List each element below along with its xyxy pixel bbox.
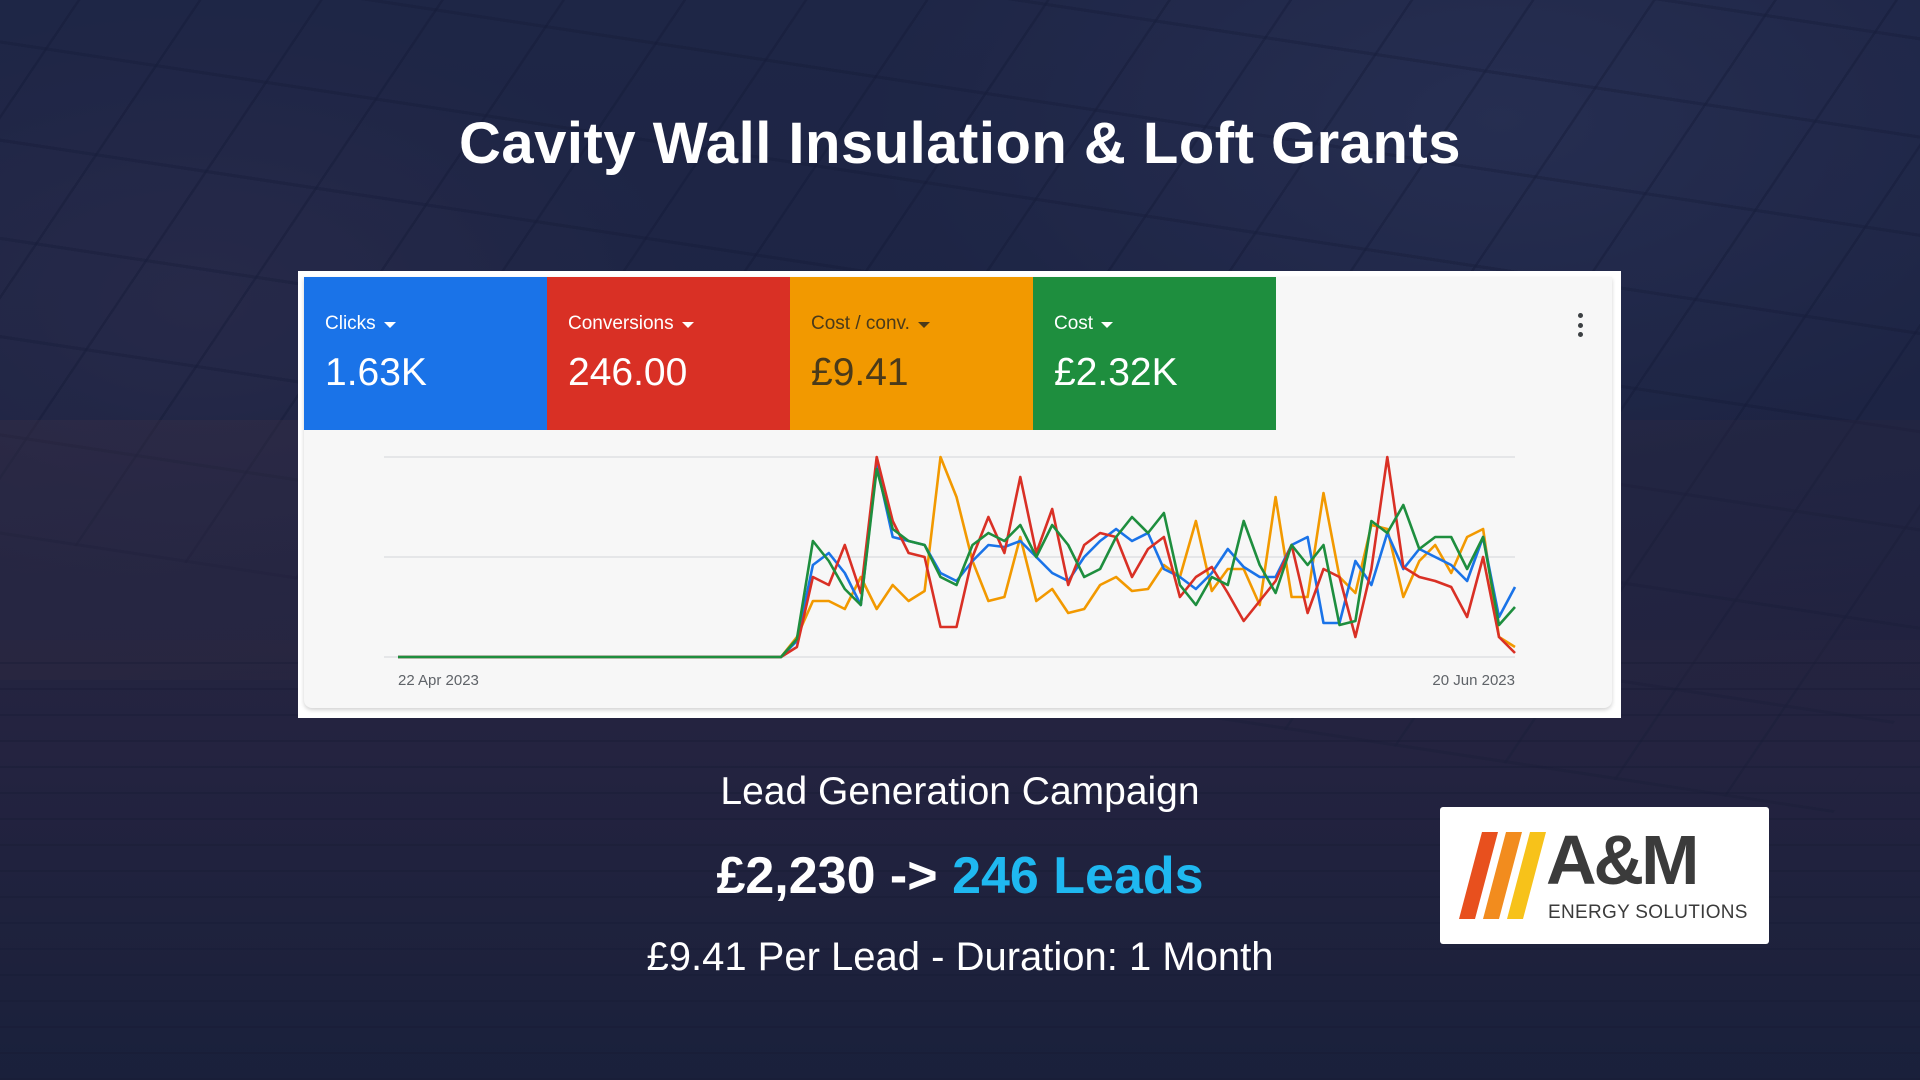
ads-dashboard-screenshot: Clicks 1.63K Conversions 246.00 Cost / c…	[298, 271, 1621, 718]
dropdown-caret-icon	[681, 322, 694, 328]
logo-tagline: ENERGY SOLUTIONS	[1548, 902, 1748, 923]
metric-label: Cost	[1054, 313, 1114, 335]
metric-tile-cost[interactable]: Cost £2.32K	[1033, 277, 1276, 430]
performance-card: Clicks 1.63K Conversions 246.00 Cost / c…	[304, 277, 1612, 708]
more-options-icon[interactable]	[1570, 313, 1590, 337]
series-line-cost	[398, 467, 1516, 659]
company-logo: A&M ENERGY SOLUTIONS	[1440, 807, 1769, 944]
logo-wordmark: A&M	[1546, 821, 1699, 899]
cost-per-lead-detail: £9.41 Per Lead - Duration: 1 Month	[646, 935, 1274, 979]
metric-tile-clicks[interactable]: Clicks 1.63K	[304, 277, 547, 430]
page-title: Cavity Wall Insulation & Loft Grants	[459, 111, 1461, 176]
metric-value: £2.32K	[1054, 351, 1178, 394]
result-headline: £2,230 -> 246 Leads	[0, 846, 1920, 906]
metric-tile-cost-per-conversion[interactable]: Cost / conv. £9.41	[790, 277, 1033, 430]
chart-series	[398, 455, 1517, 659]
x-axis-start-label: 22 Apr 2023	[398, 672, 479, 689]
metric-value: 1.63K	[325, 351, 427, 394]
metric-value: 246.00	[568, 351, 688, 394]
campaign-type: Lead Generation Campaign	[720, 770, 1200, 813]
dropdown-caret-icon	[1101, 322, 1114, 328]
line-chart: 22 Apr 2023 20 Jun 2023	[384, 455, 1517, 689]
logo-stripes-icon	[1459, 832, 1546, 919]
metric-label: Conversions	[568, 313, 694, 335]
dropdown-caret-icon	[917, 322, 930, 328]
metric-tile-conversions[interactable]: Conversions 246.00	[547, 277, 790, 430]
metric-value: £9.41	[811, 351, 909, 394]
metric-label: Clicks	[325, 313, 396, 335]
leads-count: 246 Leads	[952, 847, 1204, 905]
metric-label: Cost / conv.	[811, 313, 930, 335]
x-axis-end-label: 20 Jun 2023	[1432, 672, 1515, 689]
spend-amount: £2,230 ->	[716, 847, 953, 905]
dropdown-caret-icon	[383, 322, 396, 328]
